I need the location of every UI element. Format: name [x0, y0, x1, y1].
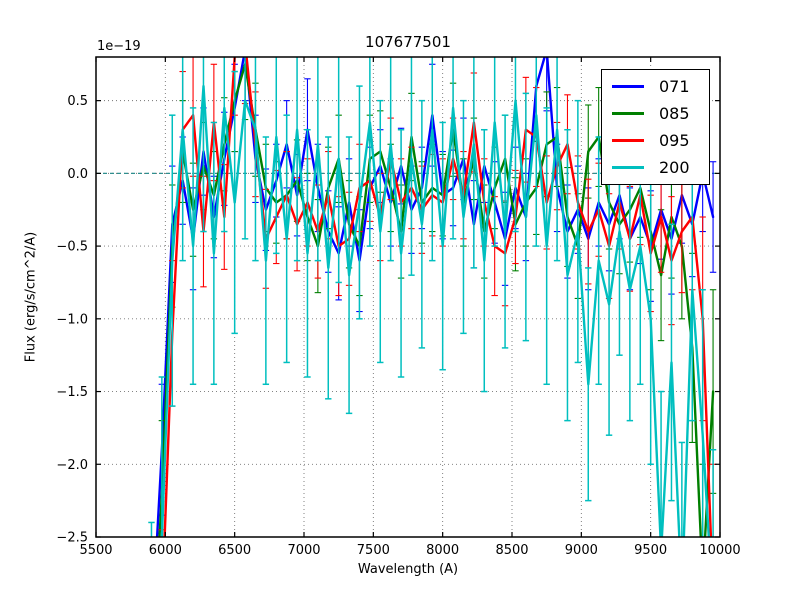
y-axis-offset-label: 1e−19 — [97, 39, 141, 54]
x-tick-label: 10000 — [699, 543, 740, 558]
legend-line-sample — [612, 139, 644, 142]
y-tick-label: 0.5 — [67, 94, 88, 109]
y-tick-label: 0.0 — [67, 167, 88, 182]
x-axis-label: Wavelength (A) — [357, 562, 459, 577]
axis-ticks — [95, 57, 721, 538]
y-tick-label: −1.0 — [56, 312, 88, 327]
x-tick-label: 6500 — [218, 543, 251, 558]
chart-title: 107677501 — [365, 33, 451, 51]
y-tick-label: −0.5 — [56, 240, 88, 255]
legend-item-071: 071 — [602, 74, 709, 100]
y-tick-label: −2.5 — [56, 531, 88, 546]
x-tick-label: 7500 — [357, 543, 390, 558]
x-tick-label: 6000 — [149, 543, 182, 558]
tick-labels: 5500 6000 6500 7000 7500 8000 8500 9000 9500 1000… — [56, 94, 740, 558]
x-tick-label: 7000 — [287, 543, 320, 558]
legend-item-095: 095 — [602, 128, 709, 154]
legend-label: 085 — [659, 103, 690, 123]
x-tick-label: 9500 — [634, 543, 667, 558]
line-200 — [160, 84, 710, 537]
x-tick-label: 8000 — [426, 543, 459, 558]
legend-line-sample — [612, 112, 644, 115]
legend-line-sample — [612, 166, 644, 169]
y-tick-label: −1.5 — [56, 385, 88, 400]
y-tick-label: −2.0 — [56, 458, 88, 473]
legend-line-sample — [612, 85, 644, 88]
legend-label: 095 — [659, 130, 690, 150]
x-tick-label: 5500 — [79, 543, 112, 558]
legend-item-200: 200 — [602, 155, 709, 181]
x-tick-label: 9000 — [565, 543, 598, 558]
series-200 — [148, 57, 717, 537]
legend-item-085: 085 — [602, 101, 709, 127]
axes-frame — [95, 56, 721, 538]
legend-label: 071 — [659, 76, 690, 96]
x-tick-label: 8500 — [495, 543, 528, 558]
y-axis-label: Flux (erg/s/cm^2/A) — [23, 231, 39, 363]
legend-label: 200 — [659, 157, 690, 177]
legend-box: 071 085 095 200 — [601, 69, 710, 185]
